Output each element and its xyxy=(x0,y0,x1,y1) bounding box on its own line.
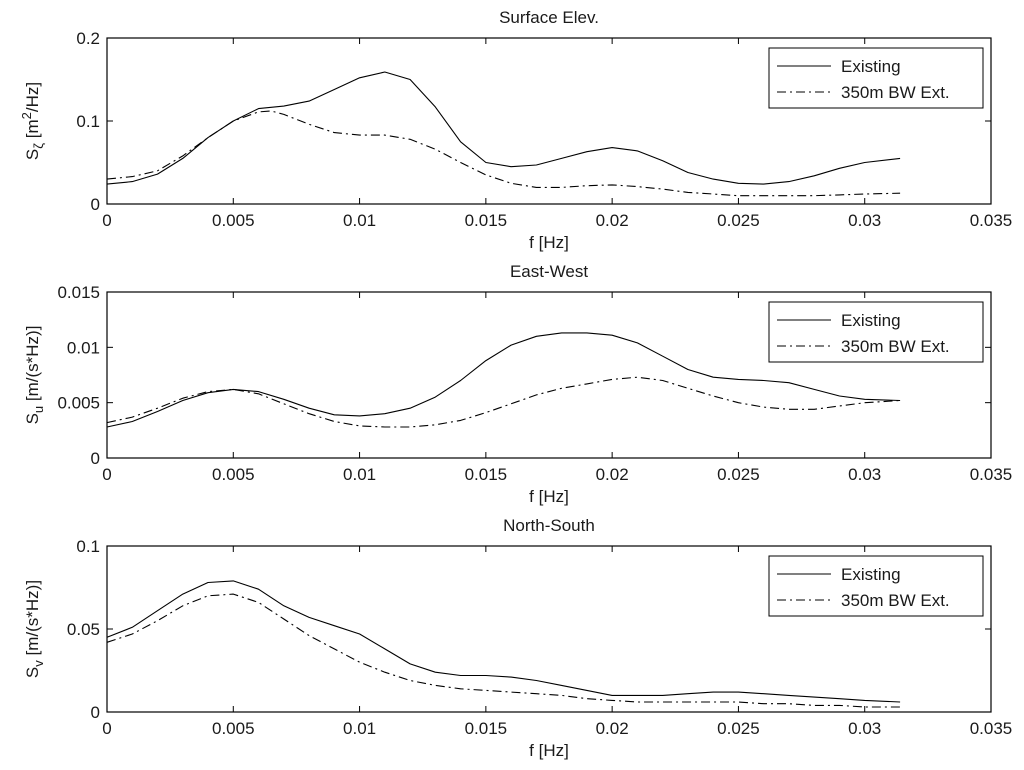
legend-label: 350m BW Ext. xyxy=(841,337,950,356)
y-tick-label: 0.2 xyxy=(76,29,100,48)
x-tick-label: 0.01 xyxy=(343,211,376,230)
x-tick-label: 0.035 xyxy=(970,719,1013,738)
x-tick-label: 0.015 xyxy=(465,465,508,484)
y-tick-label: 0 xyxy=(91,703,100,722)
legend-label: Existing xyxy=(841,311,901,330)
series-line-350m-bw-ext- xyxy=(106,593,901,708)
chart-title: East-West xyxy=(510,262,588,281)
y-axis-label: Sζ [m2/Hz] xyxy=(19,82,46,160)
chart-panel-1: Surface Elev. 0 0.005 0.01 0.015 0.02 0.025 0.0… xyxy=(19,8,1012,252)
y-axis-label: Sv [m/(s*Hz)] xyxy=(23,580,46,678)
x-tick-label: 0 xyxy=(102,719,111,738)
x-tick-label: 0.02 xyxy=(596,465,629,484)
legend: Existing 350m BW Ext. xyxy=(768,555,984,617)
x-tick-label: 0.035 xyxy=(970,211,1013,230)
x-tick-label: 0.03 xyxy=(848,719,881,738)
chart-panel-2: East-West 0 0.005 0.01 0.015 0.02 0.025 0.03 0.0… xyxy=(23,262,1012,506)
y-axis-label: Su [m/(s*Hz)] xyxy=(23,326,46,425)
y-tick-label: 0.01 xyxy=(67,338,100,357)
x-tick-label: 0.025 xyxy=(717,211,760,230)
x-tick-label: 0.005 xyxy=(212,211,255,230)
x-tick-label: 0 xyxy=(102,465,111,484)
x-tick-label: 0.005 xyxy=(212,465,255,484)
x-axis-label: f [Hz] xyxy=(529,741,569,760)
legend-box xyxy=(768,301,984,363)
legend-box xyxy=(768,47,984,109)
y-tick-label: 0.015 xyxy=(57,283,100,302)
x-tick-label: 0.01 xyxy=(343,465,376,484)
x-tick-label: 0 xyxy=(102,211,111,230)
legend: Existing 350m BW Ext. xyxy=(768,301,984,363)
x-tick-label: 0.025 xyxy=(717,465,760,484)
x-axis-label: f [Hz] xyxy=(529,487,569,506)
chart-title: North-South xyxy=(503,516,595,535)
x-tick-label: 0.015 xyxy=(465,719,508,738)
x-tick-label: 0.02 xyxy=(596,719,629,738)
legend-box xyxy=(768,555,984,617)
y-tick-label: 0.1 xyxy=(76,537,100,556)
chart-panel-3: North-South 0 0.005 0.01 0.015 0.02 0.025 0.03 0… xyxy=(23,516,1012,760)
x-tick-label: 0.01 xyxy=(343,719,376,738)
legend-label: 350m BW Ext. xyxy=(841,83,950,102)
x-tick-label: 0.015 xyxy=(465,211,508,230)
series-line-350m-bw-ext- xyxy=(106,376,901,428)
y-tick-label: 0.005 xyxy=(57,394,100,413)
x-axis-label: f [Hz] xyxy=(529,233,569,252)
legend: Existing 350m BW Ext. xyxy=(768,47,984,109)
x-tick-label: 0.025 xyxy=(717,719,760,738)
chart-title: Surface Elev. xyxy=(499,8,599,27)
x-tick-label: 0.02 xyxy=(596,211,629,230)
x-tick-label: 0.005 xyxy=(212,719,255,738)
x-tick-label: 0.03 xyxy=(848,211,881,230)
y-tick-label: 0.1 xyxy=(76,112,100,131)
y-tick-label: 0 xyxy=(91,449,100,468)
legend-label: 350m BW Ext. xyxy=(841,591,950,610)
legend-label: Existing xyxy=(841,57,901,76)
y-tick-label: 0 xyxy=(91,195,100,214)
x-tick-label: 0.03 xyxy=(848,465,881,484)
series-line-existing xyxy=(106,580,901,703)
y-tick-label: 0.05 xyxy=(67,620,100,639)
legend-label: Existing xyxy=(841,565,901,584)
x-tick-label: 0.035 xyxy=(970,465,1013,484)
